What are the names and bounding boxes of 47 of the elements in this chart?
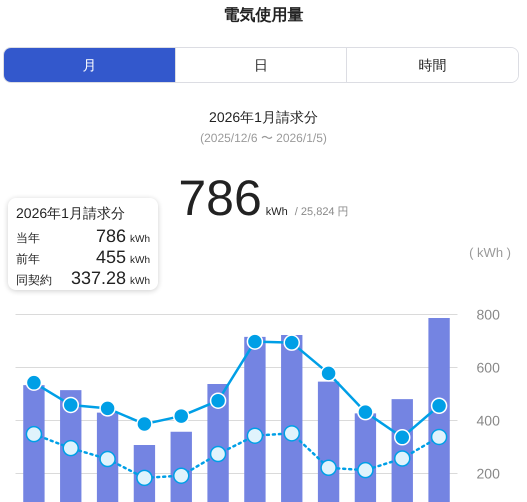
point — [99, 450, 116, 468]
text: kWh — [130, 254, 150, 268]
point — [26, 374, 42, 391]
chart-subtitle: 2026年1月請求分 — [208, 108, 319, 127]
text: 337.28 — [70, 267, 126, 290]
point — [284, 334, 300, 351]
text: (2025/12/6 〜 2026/1/5) — [199, 130, 328, 147]
y-axis-title: ( kWh ) — [469, 244, 511, 262]
text: 786 — [178, 170, 262, 226]
point — [284, 425, 300, 442]
text: 前年 — [16, 251, 41, 268]
y-tick-label: 800 — [476, 306, 500, 322]
text: 786 — [96, 226, 126, 246]
point — [62, 396, 79, 414]
point — [246, 427, 264, 444]
text: 日 — [174, 48, 346, 82]
point — [430, 428, 448, 446]
chart-title: 電気使用量 — [222, 6, 304, 26]
point — [62, 440, 79, 456]
point — [394, 450, 410, 467]
text: / 25,824 円 — [294, 206, 349, 218]
point — [210, 446, 226, 462]
text: kWh — [130, 275, 150, 289]
text: 2026年1月請求分 — [16, 204, 126, 223]
text: 月 — [4, 48, 175, 82]
point — [394, 429, 410, 446]
point — [357, 404, 374, 420]
point — [210, 392, 226, 409]
y-tick-label: 600 — [476, 359, 500, 376]
point — [136, 416, 153, 432]
point — [320, 460, 337, 476]
point — [173, 408, 190, 424]
text: 当年 — [16, 230, 41, 247]
point — [26, 426, 42, 442]
text: 同契約 — [16, 272, 53, 289]
text: 時間 — [346, 48, 518, 82]
point — [430, 398, 448, 414]
text: kWh — [266, 206, 288, 218]
text: kWh — [130, 233, 150, 247]
point — [173, 467, 190, 484]
text: 455 — [96, 247, 126, 267]
point — [99, 400, 116, 417]
point — [357, 462, 374, 478]
y-tick-label: 400 — [476, 412, 500, 428]
point — [320, 365, 337, 382]
y-tick-label: 200 — [476, 465, 500, 482]
point — [246, 333, 264, 350]
